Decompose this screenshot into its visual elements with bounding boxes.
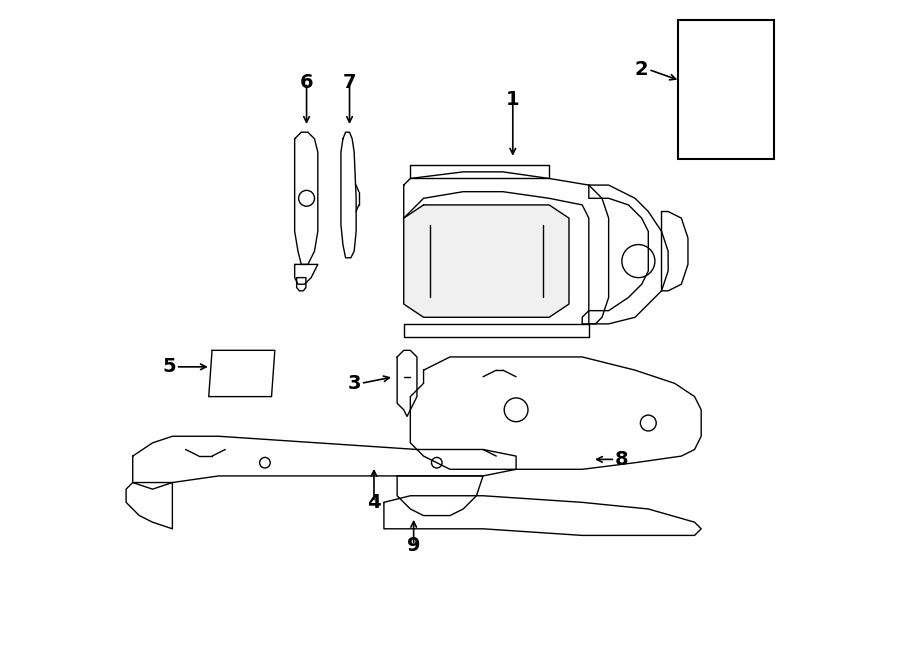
Polygon shape [662,212,688,291]
Polygon shape [404,205,569,317]
Polygon shape [397,350,417,416]
Polygon shape [404,172,608,324]
Polygon shape [404,324,589,337]
Text: 6: 6 [300,73,313,92]
Text: 9: 9 [407,536,420,555]
Text: 8: 8 [616,450,629,469]
Polygon shape [294,264,318,284]
Bar [678,20,774,159]
Polygon shape [341,132,356,258]
Text: 5: 5 [162,358,176,376]
Text: 4: 4 [367,493,381,512]
Polygon shape [132,436,516,489]
Polygon shape [209,350,274,397]
Text: 2: 2 [634,60,648,79]
Polygon shape [589,185,668,324]
Polygon shape [410,165,549,178]
Text: 1: 1 [506,90,519,108]
Polygon shape [384,496,701,535]
Text: 3: 3 [347,374,361,393]
Polygon shape [294,132,318,264]
Polygon shape [397,476,483,516]
Polygon shape [410,357,701,469]
Text: 7: 7 [343,73,356,92]
Polygon shape [126,483,173,529]
